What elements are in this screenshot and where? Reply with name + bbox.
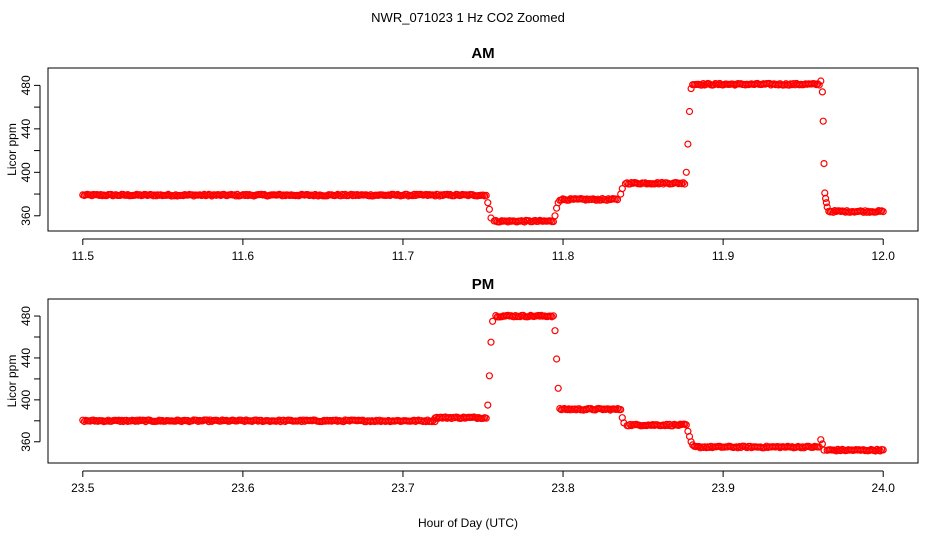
data-point	[876, 447, 884, 455]
y-tick-label: 400	[19, 390, 33, 410]
data-point	[879, 446, 887, 454]
data-point	[819, 117, 827, 125]
data-point	[815, 81, 823, 89]
x-tick-label: 11.8	[552, 249, 575, 263]
data-point	[820, 446, 828, 454]
x-axis-title: Hour of Day (UTC)	[418, 516, 518, 530]
data-point	[485, 372, 493, 380]
data-point	[687, 84, 695, 93]
data-point	[614, 405, 622, 413]
data-point	[484, 199, 492, 207]
y-tick-label: 360	[19, 205, 33, 225]
data-point	[613, 196, 622, 204]
data-point	[551, 327, 559, 335]
panel-1: PM 23.5 23.6 23.7 23.8 23.9 24.0 360 400 440 480 Li…	[5, 276, 919, 495]
x-tick-label: 23.6	[231, 481, 255, 495]
figure-title: NWR_071023 1 Hz CO2 Zoomed	[371, 10, 565, 25]
x-tick-label: 23.9	[711, 481, 735, 495]
y-tick-label: 360	[19, 431, 33, 451]
data-point	[682, 168, 690, 176]
x-tick-label: 12.0	[872, 249, 896, 263]
data-point	[682, 421, 690, 429]
y-tick-label: 440	[19, 348, 33, 368]
y-axis-title: Licor ppm	[5, 123, 19, 176]
x-tick-label: 11.7	[392, 249, 415, 263]
data-point	[489, 317, 497, 325]
panel-title: PM	[472, 276, 495, 293]
data-point	[548, 313, 556, 321]
x-tick-label: 23.5	[71, 481, 95, 495]
data-point	[679, 179, 687, 187]
data-point	[482, 191, 490, 199]
data-point	[689, 441, 697, 449]
panels: AM 11.5 11.6 11.7 11.8 11.9 12.0 360 400 440 480 Li…	[5, 45, 919, 495]
data-point	[554, 199, 562, 207]
data-point	[482, 414, 490, 422]
data-point	[817, 77, 825, 85]
y-tick-label: 480	[19, 306, 33, 326]
x-tick-label: 23.7	[391, 481, 415, 495]
data-point	[487, 338, 495, 346]
plot-frame	[47, 67, 919, 232]
panel-0: AM 11.5 11.6 11.7 11.8 11.9 12.0 360 400 440 480 Li…	[5, 45, 919, 263]
x-tick-label: 11.6	[232, 249, 255, 263]
x-tick-label: 24.0	[872, 481, 896, 495]
data-point	[822, 199, 831, 207]
data-point	[551, 212, 559, 220]
data-point	[552, 355, 561, 363]
data-point	[818, 88, 827, 96]
data-point	[485, 205, 493, 213]
data-point	[681, 180, 689, 188]
data-point	[554, 384, 562, 392]
y-axis-title: Licor ppm	[5, 355, 19, 408]
x-tick-label: 11.9	[712, 249, 735, 263]
x-tick-label: 23.8	[551, 481, 575, 495]
data-point	[879, 208, 887, 216]
plot-frame	[47, 298, 919, 464]
data-point	[684, 140, 692, 148]
panel-title: AM	[471, 45, 494, 62]
data-point	[821, 194, 830, 202]
data-point	[549, 312, 558, 320]
data-point	[620, 419, 628, 427]
y-tick-label: 440	[19, 119, 33, 139]
data-point	[487, 214, 495, 222]
data-point	[820, 160, 828, 168]
data-point	[823, 203, 831, 211]
data-point	[617, 406, 625, 414]
y-tick-label: 480	[19, 75, 33, 95]
series-points	[79, 77, 887, 226]
data-point	[484, 401, 492, 409]
data-point	[818, 440, 827, 448]
data-point	[678, 180, 686, 188]
data-point	[618, 185, 626, 193]
data-point	[685, 107, 694, 116]
x-tick-label: 11.5	[72, 249, 95, 263]
data-point	[817, 436, 825, 444]
series-points	[79, 311, 887, 455]
y-tick-label: 400	[19, 162, 33, 182]
